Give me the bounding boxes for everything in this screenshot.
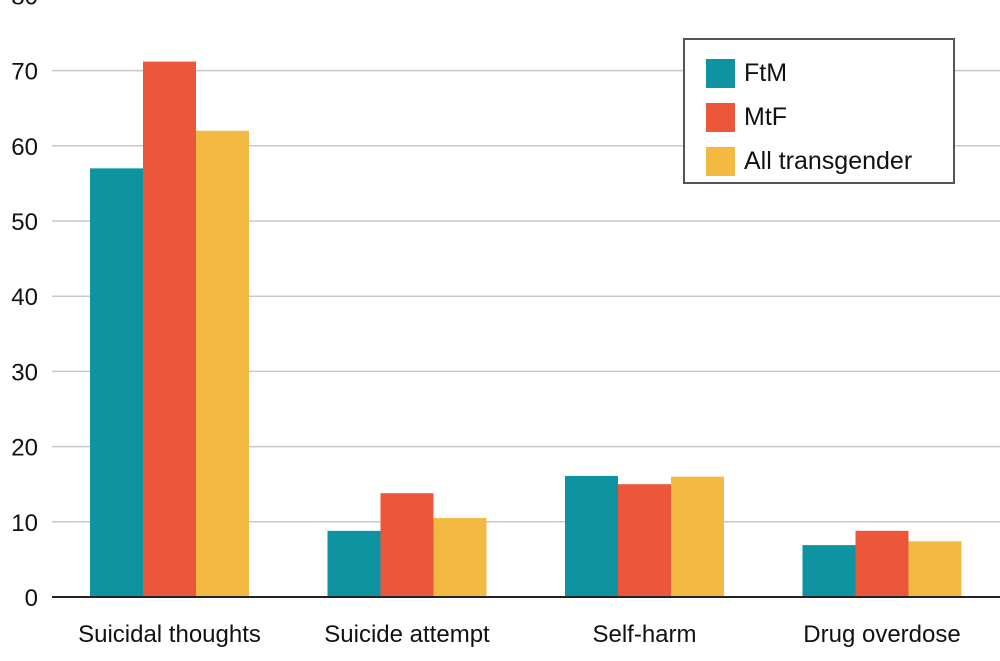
x-axis-tick-labels: Suicidal thoughts Suicide attempt Self-har… [78,621,961,648]
y-tick-label-10: 10 [11,510,38,537]
legend-label-ftm: FtM [744,58,788,87]
x-tick-label-suicidal-thoughts: Suicidal thoughts [78,621,261,648]
x-tick-label-suicide-attempt: Suicide attempt [324,621,490,648]
legend-swatch-mtf [706,102,735,132]
y-tick-label-60: 60 [11,134,38,161]
y-tick-label-0: 0 [25,585,38,612]
legend-item-mtf: MtF [706,95,953,139]
legend-label-mtf: MtF [744,102,788,131]
bar-all-transgender-drug-overdose [908,541,962,597]
bars [90,61,962,598]
y-tick-label-20: 20 [11,435,38,462]
bar-all-transgender-suicide-attempt [433,518,487,597]
bar-mtf-drug-overdose [855,530,909,597]
legend-swatch-ftm [706,58,735,88]
legend-item-ftm: FtM [706,51,953,95]
bar-mtf-suicide-attempt [380,493,434,597]
bar-mtf-self-harm [618,484,671,597]
y-tick-label-40: 40 [11,284,38,311]
bar-ftm-self-harm [565,475,618,597]
legend: FtM MtF All transgender [683,38,955,184]
bar-all-transgender-self-harm [671,476,724,597]
bar-mtf-suicidal-thoughts [143,61,196,598]
bar-all-transgender-suicidal-thoughts [196,130,249,597]
bar-ftm-drug-overdose [802,545,856,597]
y-tick-label-50: 50 [11,209,38,236]
y-tick-label-30: 30 [11,359,38,386]
y-tick-label-80: 80 [11,0,38,10]
legend-item-all-transgender: All transgender [706,139,953,183]
y-tick-label-70: 70 [11,59,38,86]
bar-ftm-suicide-attempt [327,530,381,597]
bar-ftm-suicidal-thoughts [90,168,143,598]
legend-label-all-transgender: All transgender [744,146,913,175]
x-tick-label-drug-overdose: Drug overdose [803,621,960,648]
x-tick-label-self-harm: Self-harm [592,621,696,648]
legend-swatch-all-transgender [706,146,735,176]
y-axis-tick-labels: 0 10 20 30 40 50 60 70 80 [11,0,38,612]
